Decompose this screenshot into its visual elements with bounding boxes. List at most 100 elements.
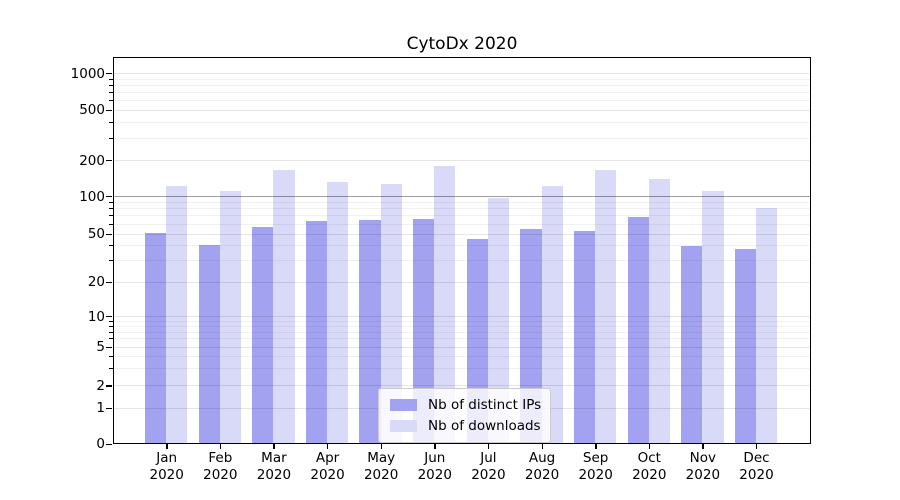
x-tick-mark-nov	[702, 443, 704, 449]
y-tick-mark-10	[106, 316, 112, 318]
y-tick-label-200: 200	[79, 152, 105, 169]
x-tick-label-dec: Dec 2020	[724, 450, 788, 484]
y-gridline-minor-600	[114, 99, 810, 101]
legend-swatch-distinct-ips-icon	[390, 398, 417, 411]
y-minor-tick-mark-7	[109, 331, 113, 333]
reference-line-100	[114, 196, 810, 197]
x-tick-mark-dec	[755, 443, 758, 449]
legend: Nb of distinct IPs Nb of downloads	[378, 388, 552, 443]
y-tick-mark-1000	[106, 73, 112, 75]
x-tick-mark-jun	[434, 443, 436, 449]
x-tick-label-feb: Feb 2020	[188, 450, 252, 484]
x-tick-month: Sep	[582, 450, 609, 466]
y-gridline-minor-6	[114, 338, 810, 340]
x-tick-label-may: May 2020	[349, 450, 413, 484]
y-minor-tick-mark-600	[109, 99, 113, 101]
x-tick-label-aug: Aug 2020	[510, 450, 574, 484]
x-tick-label-jun: Jun 2020	[403, 450, 467, 484]
y-tick-mark-20	[106, 281, 112, 283]
bar-distinct-ips-feb	[198, 244, 220, 443]
y-gridline-minor-3	[114, 368, 810, 370]
y-minor-tick-mark-4	[109, 355, 113, 357]
y-gridline-minor-40	[114, 245, 810, 247]
x-tick-mark-sep	[595, 443, 597, 449]
x-tick-month: Jul	[480, 450, 497, 466]
y-gridline-1000	[114, 73, 810, 74]
y-gridline-minor-700	[114, 91, 810, 93]
y-tick-mark-2	[106, 385, 112, 387]
y-tick-mark-500	[106, 109, 112, 111]
x-tick-label-nov: Nov 2020	[671, 450, 735, 484]
x-tick-label-mar: Mar 2020	[242, 450, 306, 484]
x-tick-year: 2020	[524, 467, 560, 483]
y-gridline-minor-70	[114, 215, 810, 217]
y-minor-tick-mark-80	[109, 208, 113, 210]
bar-distinct-ips-jun	[413, 218, 435, 443]
y-minor-tick-mark-300	[109, 137, 113, 139]
x-tick-mark-jan	[166, 443, 168, 449]
x-tick-year: 2020	[632, 467, 667, 483]
x-tick-label-apr: Apr 2020	[296, 450, 360, 484]
y-tick-mark-200	[106, 160, 112, 162]
y-gridline-minor-9	[114, 320, 810, 322]
bar-downloads-oct	[648, 179, 670, 443]
x-tick-mark-feb	[219, 443, 222, 449]
y-tick-mark-5	[106, 346, 112, 348]
bar-distinct-ips-may	[359, 219, 381, 443]
y-gridline-50	[114, 233, 810, 235]
x-tick-year: 2020	[310, 467, 345, 483]
x-tick-year: 2020	[363, 467, 399, 483]
x-tick-year: 2020	[739, 467, 774, 483]
x-tick-month: Jun	[424, 450, 446, 466]
y-gridline-minor-30	[114, 260, 810, 262]
y-minor-tick-mark-70	[109, 215, 113, 217]
y-minor-tick-mark-800	[109, 84, 113, 86]
x-tick-year: 2020	[256, 467, 292, 483]
y-tick-mark-1	[106, 407, 112, 409]
y-gridline-5	[114, 346, 810, 348]
bar-downloads-jun	[434, 165, 456, 443]
y-tick-label-100: 100	[79, 188, 105, 205]
y-minor-tick-mark-400	[109, 121, 113, 123]
y-gridline-minor-300	[114, 137, 810, 139]
x-tick-year: 2020	[417, 467, 452, 483]
y-minor-tick-mark-700	[109, 91, 113, 93]
x-tick-mark-aug	[541, 443, 543, 449]
bar-downloads-may	[380, 183, 402, 443]
plot-area	[106, 57, 811, 449]
chart-title: CytoDx 2020	[406, 34, 518, 54]
bar-downloads-mar	[273, 170, 295, 443]
y-minor-tick-mark-9	[109, 320, 113, 322]
x-tick-month: Jan	[156, 450, 178, 466]
bar-distinct-ips-dec	[734, 248, 756, 443]
y-gridline-2	[114, 385, 810, 387]
bar-downloads-sep	[595, 169, 617, 443]
y-tick-mark-0	[106, 443, 112, 445]
bar-distinct-ips-sep	[573, 230, 596, 443]
y-gridline-minor-90	[114, 201, 810, 203]
bar-distinct-ips-jan	[145, 233, 167, 443]
bar-distinct-ips-mar	[252, 226, 274, 443]
bar-downloads-jul	[487, 197, 510, 443]
x-tick-label-jan: Jan 2020	[135, 450, 199, 484]
bar-distinct-ips-apr	[305, 221, 328, 443]
legend-label-distinct-ips: Nb of distinct IPs	[428, 396, 542, 413]
y-tick-label-10: 10	[87, 308, 105, 325]
y-tick-label-1: 1	[96, 400, 105, 416]
y-minor-tick-mark-60	[109, 223, 113, 225]
x-tick-month: Feb	[208, 450, 233, 466]
bar-downloads-feb	[219, 190, 241, 443]
y-tick-label-0: 0	[96, 436, 105, 452]
legend-label-downloads: Nb of downloads	[428, 417, 541, 434]
bar-distinct-ips-nov	[681, 246, 703, 443]
bar-distinct-ips-oct	[627, 217, 649, 443]
x-tick-label-sep: Sep 2020	[564, 450, 628, 484]
x-tick-mark-apr	[327, 443, 329, 449]
y-minor-tick-mark-8	[109, 325, 113, 327]
x-tick-month: May	[367, 450, 396, 466]
y-gridline-10	[114, 316, 810, 317]
y-minor-tick-mark-3	[109, 368, 113, 370]
y-minor-tick-mark-90	[109, 201, 113, 203]
y-minor-tick-mark-30	[109, 260, 113, 262]
